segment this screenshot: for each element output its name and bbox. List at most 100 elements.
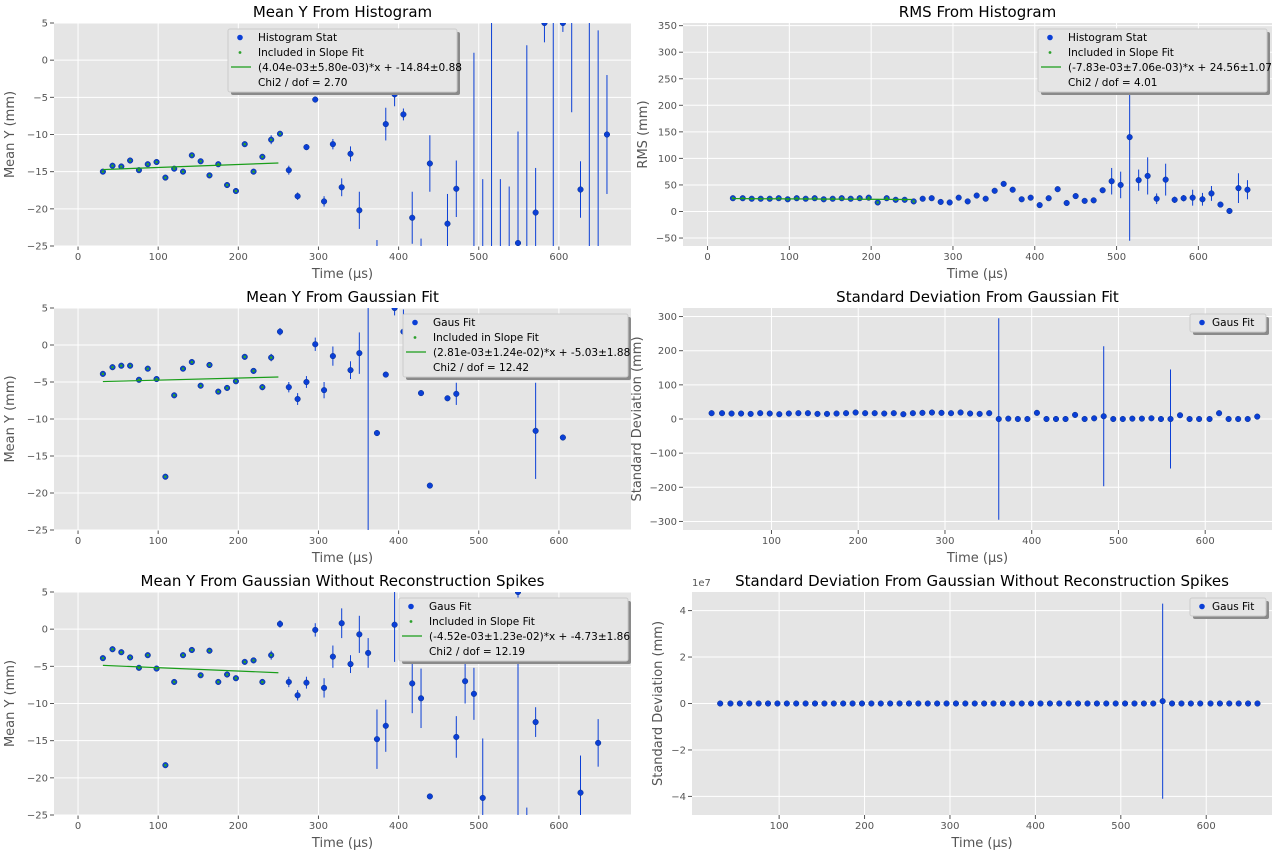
- data-point: [382, 722, 389, 729]
- data-point: [736, 700, 743, 707]
- data-point: [1099, 187, 1106, 194]
- data-point: [400, 111, 407, 118]
- data-point: [1244, 415, 1251, 423]
- slope-fit-point: [208, 174, 211, 177]
- data-point: [928, 409, 936, 416]
- slope-fit-point: [101, 170, 105, 173]
- data-point: [1103, 700, 1110, 707]
- data-point: [924, 700, 931, 707]
- data-point: [498, 266, 504, 272]
- slope-fit-point: [146, 162, 150, 166]
- data-point: [444, 220, 451, 227]
- x-tick-label: 100: [770, 821, 789, 832]
- data-point: [294, 193, 301, 200]
- y-tick-label: 150: [658, 127, 677, 138]
- data-point: [887, 700, 894, 707]
- data-point: [524, 820, 530, 826]
- data-point: [1100, 413, 1107, 420]
- legend-entry: (-7.83e-03±7.06e-03)*x + 24.56±1.07: [1068, 62, 1272, 74]
- data-point: [1235, 185, 1242, 192]
- data-point: [1225, 415, 1232, 423]
- data-point: [391, 308, 398, 312]
- x-tick-label: 200: [849, 536, 868, 547]
- data-point: [1062, 415, 1069, 423]
- x-tick-label: 300: [309, 252, 328, 263]
- x-tick-label: 500: [469, 821, 488, 832]
- data-point: [971, 700, 978, 707]
- data-point: [276, 620, 284, 628]
- data-point: [1046, 700, 1053, 707]
- slope-fit-point: [120, 165, 123, 168]
- data-point: [532, 719, 539, 726]
- legend-marker-data: [1047, 34, 1053, 41]
- data-point: [1162, 176, 1169, 183]
- legend-entry: (-4.52e-03±1.23e-02)*x + -4.73±1.86: [429, 631, 630, 643]
- data-point: [746, 700, 753, 707]
- data-point: [1081, 415, 1088, 423]
- chart-panel-6: 100 200 300 400 500 600 4 2 0 −2 −4 Standard Deviat…: [651, 572, 1272, 851]
- slope-fit-point: [234, 379, 238, 383]
- slope-fit-point: [208, 363, 211, 367]
- chart-title: RMS From Histogram: [899, 3, 1056, 21]
- y-tick-label: 300: [658, 48, 677, 59]
- slope-fit-point: [111, 164, 114, 168]
- y-tick-label: −15: [27, 452, 48, 463]
- data-point: [418, 258, 424, 264]
- data-point: [1208, 190, 1215, 197]
- data-point: [1169, 700, 1176, 707]
- legend: Gaus Fit Included in Slope Fit (2.81e-03±1…: [402, 313, 631, 380]
- y-tick-label: −20: [27, 773, 48, 784]
- legend-marker-fit-point: [1048, 51, 1052, 54]
- data-point: [1254, 700, 1261, 707]
- data-point: [999, 700, 1006, 707]
- slope-fit-point: [234, 676, 238, 680]
- x-axis-label: Time (µs): [946, 267, 1008, 282]
- slope-fit-point: [164, 176, 167, 179]
- legend-marker-data: [1199, 319, 1205, 326]
- data-point: [532, 209, 539, 216]
- data-point: [862, 410, 869, 417]
- x-tick-label: 400: [1022, 536, 1041, 547]
- y-tick-label: −20: [27, 204, 48, 215]
- y-tick-label: −4: [671, 792, 686, 803]
- data-point: [417, 695, 425, 702]
- legend-marker-fit-point: [409, 620, 413, 623]
- y-axis-label: Mean Y (mm): [3, 660, 18, 747]
- data-point: [470, 690, 477, 697]
- data-point: [426, 793, 433, 800]
- fit-line: [102, 664, 279, 674]
- data-point: [321, 684, 328, 691]
- chart-panel-4: 100 200 300 400 500 600 300 200 100 0 −100 −200 −300…: [630, 288, 1272, 566]
- data-point: [312, 96, 319, 103]
- data-point: [877, 700, 884, 707]
- x-tick-label: 100: [762, 536, 781, 547]
- data-point: [303, 679, 310, 686]
- fit-line: [732, 197, 913, 201]
- y-tick-label: −25: [27, 242, 48, 253]
- data-point: [871, 410, 878, 417]
- data-point: [285, 678, 292, 685]
- data-point: [1245, 700, 1252, 707]
- data-point: [595, 251, 601, 257]
- data-point: [755, 700, 762, 707]
- x-tick-label: 200: [229, 536, 248, 547]
- data-point: [1054, 186, 1061, 193]
- data-point: [1226, 700, 1233, 707]
- chart-title: Standard Deviation From Gaussian Fit: [836, 288, 1119, 306]
- data-point: [1196, 415, 1203, 423]
- data-point: [823, 410, 831, 417]
- y-axis-label: Standard Deviation (mm): [651, 621, 666, 786]
- data-point: [1090, 197, 1097, 204]
- data-point: [1028, 700, 1035, 707]
- data-point: [919, 195, 926, 202]
- data-point: [603, 131, 611, 138]
- x-tick-label: 100: [149, 252, 168, 263]
- data-point: [868, 700, 875, 707]
- data-point: [840, 700, 847, 707]
- data-point: [986, 410, 993, 417]
- data-point: [436, 266, 442, 272]
- data-point: [587, 295, 593, 301]
- data-point: [919, 409, 926, 416]
- y-tick-label: 300: [658, 312, 677, 323]
- data-point: [1197, 700, 1204, 707]
